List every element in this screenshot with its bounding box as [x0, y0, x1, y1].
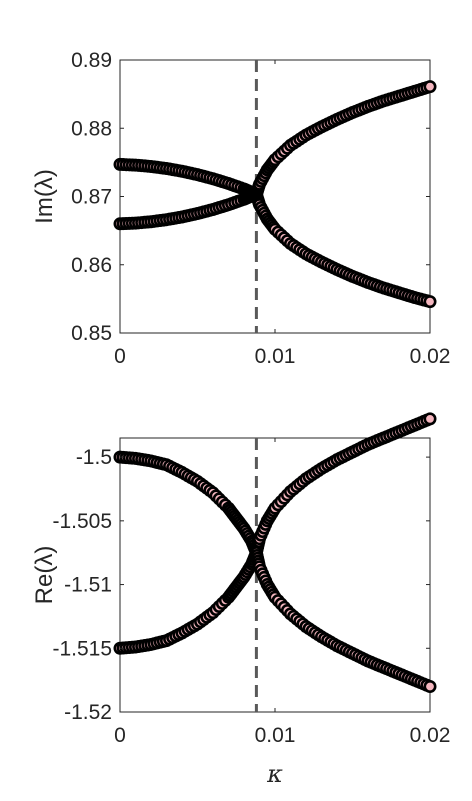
- y-tick-label: 0.86: [71, 254, 112, 277]
- series-3: [249, 412, 437, 560]
- y-tick-label: 0.85: [71, 322, 112, 345]
- x-tick-label: 0.01: [255, 345, 296, 368]
- y-tick-label: -1.505: [52, 510, 112, 533]
- y-axis-label: Im(λ): [31, 169, 58, 224]
- data-point: [423, 680, 437, 694]
- data-point: [423, 295, 437, 309]
- subplot-1: 0 0.01 0.02 0.85 0.86 0.87 0.88 0.89 Im(λ): [31, 49, 450, 368]
- series-1: [113, 450, 263, 560]
- data-point: [423, 412, 437, 426]
- y-tick-label: 0.89: [71, 49, 112, 72]
- x-tick-label: 0.01: [255, 724, 296, 747]
- x-tick-label: 0: [114, 724, 126, 747]
- x-tick-label: 0.02: [410, 345, 451, 368]
- series-2: [113, 546, 263, 655]
- y-tick-label: 0.88: [71, 117, 112, 140]
- data-point: [423, 80, 437, 94]
- y-tick-label: 0.87: [71, 186, 112, 209]
- subplot-2: 0 0.01 0.02 -1.5 -1.505 -1.51 -1.515 -1.52 Re(λ)…: [31, 412, 451, 788]
- y-tick-label: -1.515: [52, 637, 112, 660]
- series-1: [113, 157, 263, 201]
- x-tick-label: 0: [114, 345, 126, 368]
- series-4: [249, 546, 437, 694]
- x-axis-label: κ: [266, 760, 283, 788]
- y-tick-label: -1.51: [64, 574, 112, 597]
- y-tick-label: -1.5: [76, 446, 112, 469]
- series-2: [113, 187, 263, 231]
- series-3: [249, 80, 437, 201]
- series-4: [249, 187, 437, 309]
- x-tick-label: 0.02: [410, 724, 451, 747]
- y-tick-label: -1.52: [64, 701, 112, 724]
- y-axis-label: Re(λ): [31, 546, 58, 605]
